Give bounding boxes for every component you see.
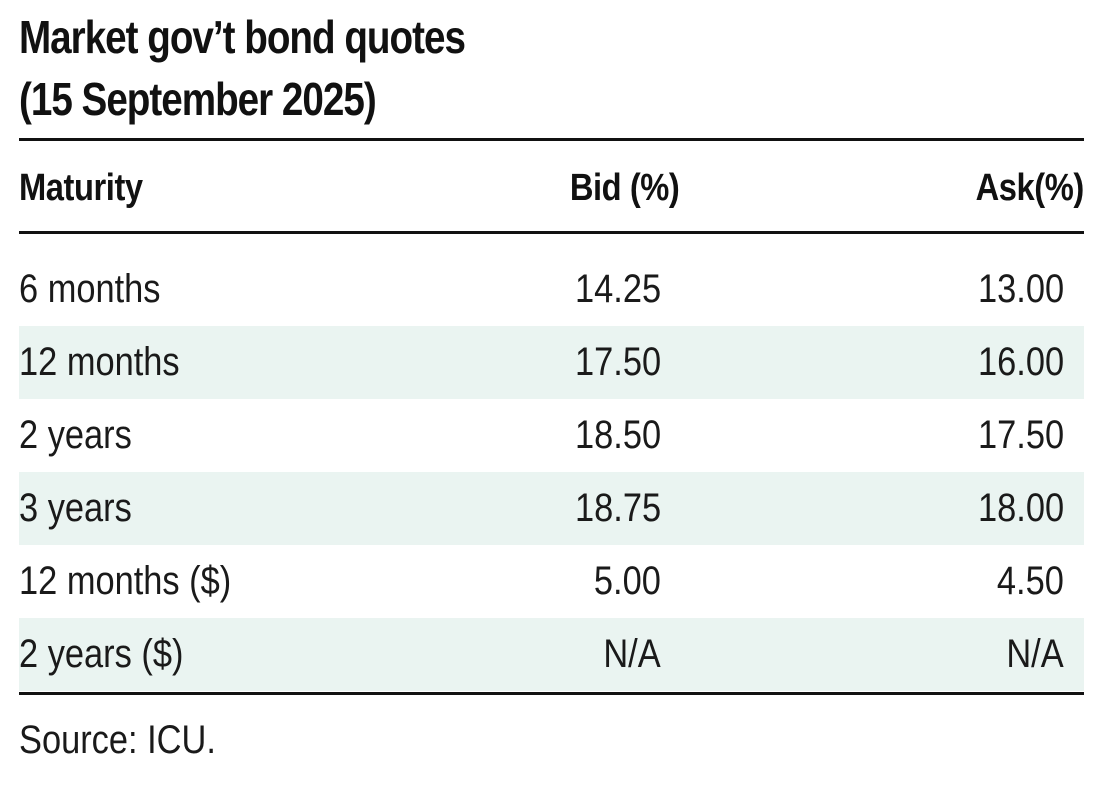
cell-maturity-text: 2 years ($) bbox=[19, 632, 184, 676]
top-rule bbox=[19, 138, 1084, 141]
cell-maturity: 2 years ($) bbox=[19, 632, 210, 677]
cell-bid-text: 18.75 bbox=[574, 486, 661, 530]
cell-bid-text: 17.50 bbox=[574, 340, 661, 384]
cell-bid: 5.00 bbox=[583, 559, 661, 604]
cell-bid-text: N/A bbox=[603, 632, 661, 676]
cell-ask: 16.00 bbox=[964, 340, 1064, 385]
cell-bid-text: 18.50 bbox=[574, 413, 661, 457]
source-note: Source: ICU. bbox=[19, 718, 248, 763]
cell-ask-text: 4.50 bbox=[997, 559, 1064, 603]
cell-maturity: 3 years bbox=[19, 486, 150, 531]
table-body: 6 months 14.25 13.00 12 months 17.50 16.… bbox=[19, 253, 1084, 691]
cell-ask: 18.00 bbox=[964, 486, 1064, 531]
table-row: 12 months 17.50 16.00 bbox=[19, 326, 1084, 399]
cell-maturity: 2 years bbox=[19, 413, 150, 458]
cell-ask-text: N/A bbox=[1006, 632, 1064, 676]
cell-maturity: 12 months bbox=[19, 340, 206, 385]
header-bid: Bid (%) bbox=[552, 167, 679, 210]
header-maturity: Maturity bbox=[19, 167, 163, 210]
cell-maturity: 12 months ($) bbox=[19, 559, 266, 604]
cell-ask: N/A bbox=[997, 632, 1064, 677]
header-ask-text: Ask(%) bbox=[975, 167, 1085, 209]
cell-ask-text: 17.50 bbox=[977, 413, 1064, 457]
cell-bid-text: 14.25 bbox=[574, 267, 661, 311]
cell-ask: 17.50 bbox=[964, 413, 1064, 458]
table-row: 2 years 18.50 17.50 bbox=[19, 399, 1084, 472]
cell-bid-text: 5.00 bbox=[594, 559, 661, 603]
cell-maturity-text: 12 months bbox=[19, 340, 180, 384]
table-row: 12 months ($) 5.00 4.50 bbox=[19, 545, 1084, 618]
title-line-1: Market gov’t bond quotes bbox=[19, 11, 466, 63]
cell-ask-text: 16.00 bbox=[977, 340, 1064, 384]
title-line-2: (15 September 2025) bbox=[19, 73, 377, 125]
cell-bid: 18.75 bbox=[561, 486, 661, 531]
header-rule bbox=[19, 231, 1084, 234]
cell-maturity-text: 6 months bbox=[19, 267, 161, 311]
header-bid-text: Bid (%) bbox=[569, 167, 679, 209]
table-row: 6 months 14.25 13.00 bbox=[19, 253, 1084, 326]
bond-quotes-table-figure: Market gov’t bond quotes (15 September 2… bbox=[19, 0, 1084, 762]
cell-bid: N/A bbox=[594, 632, 661, 677]
page-title: Market gov’t bond quotes (15 September 2… bbox=[19, 0, 914, 130]
table-row: 3 years 18.75 18.00 bbox=[19, 472, 1084, 545]
table-header-row: Maturity Bid (%) Ask(%) bbox=[19, 141, 1084, 231]
cell-bid: 17.50 bbox=[561, 340, 661, 385]
cell-maturity-text: 12 months ($) bbox=[19, 559, 232, 603]
cell-ask-text: 13.00 bbox=[977, 267, 1064, 311]
cell-maturity: 6 months bbox=[19, 267, 184, 312]
cell-ask: 13.00 bbox=[964, 267, 1064, 312]
cell-bid: 14.25 bbox=[561, 267, 661, 312]
header-ask: Ask(%) bbox=[958, 167, 1085, 210]
cell-ask: 4.50 bbox=[986, 559, 1064, 604]
cell-ask-text: 18.00 bbox=[977, 486, 1064, 530]
cell-maturity-text: 2 years bbox=[19, 413, 132, 457]
cell-maturity-text: 3 years bbox=[19, 486, 132, 530]
table-row: 2 years ($) N/A N/A bbox=[19, 618, 1084, 691]
source-note-text: Source: ICU. bbox=[19, 718, 216, 762]
cell-bid: 18.50 bbox=[561, 413, 661, 458]
bottom-rule bbox=[19, 692, 1084, 695]
header-maturity-text: Maturity bbox=[19, 167, 143, 209]
